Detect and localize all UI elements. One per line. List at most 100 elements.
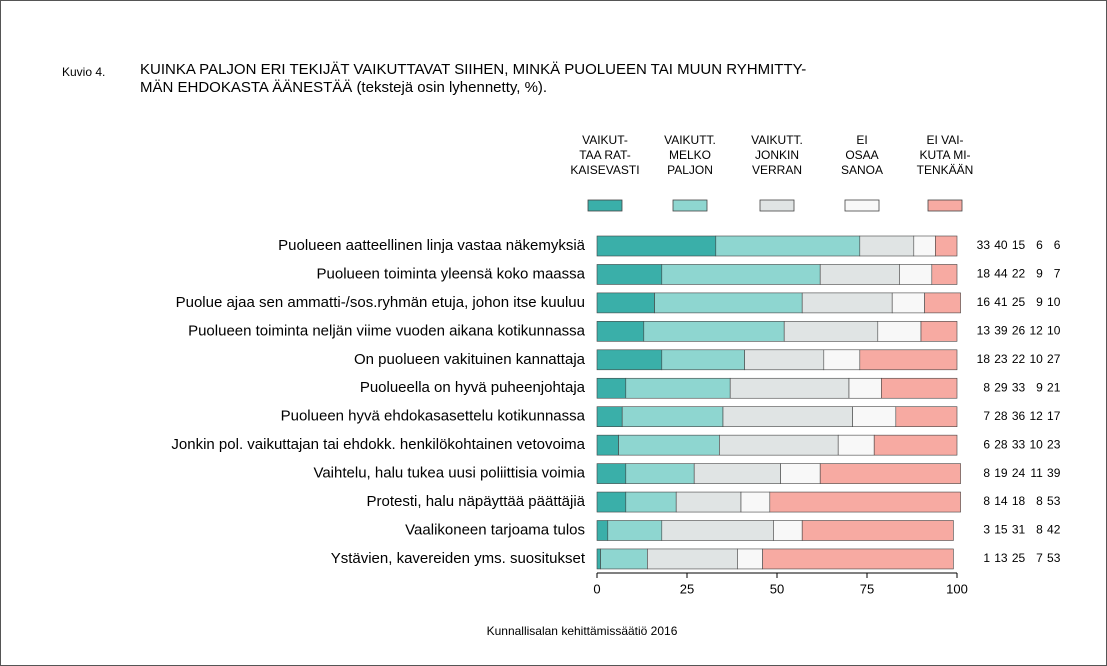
value-label: 8: [983, 494, 990, 508]
value-label: 25: [1012, 551, 1026, 565]
value-label: 28: [994, 409, 1008, 423]
figure-label: Kuvio 4.: [62, 65, 106, 79]
value-label: 9: [1036, 380, 1043, 394]
legend-swatch: [844, 199, 880, 212]
bar-segment: [596, 264, 663, 285]
bar-segment: [607, 520, 663, 541]
value-label: 41: [994, 295, 1008, 309]
bar-segment: [715, 235, 861, 257]
value-label: 29: [994, 380, 1008, 394]
bar-segment: [873, 434, 958, 456]
category-label: Puolueen aatteellinen linja vastaa näkem…: [278, 237, 586, 254]
value-label: 27: [1047, 352, 1061, 366]
value-label: 53: [1047, 494, 1061, 508]
value-label: 10: [1047, 324, 1061, 338]
value-label: 3: [983, 523, 990, 537]
value-label: 39: [1047, 466, 1061, 480]
value-label: 9: [1036, 295, 1043, 309]
x-tick-label: 25: [680, 581, 694, 596]
bar-segment: [654, 292, 803, 314]
value-label: 9: [1036, 267, 1043, 281]
value-label: 11: [1030, 466, 1043, 480]
value-label: 14: [994, 494, 1008, 508]
value-label: 18: [977, 352, 991, 366]
value-label: 25: [1012, 295, 1026, 309]
bar-segment: [625, 463, 695, 484]
legend-swatch: [587, 199, 623, 212]
x-tick-label: 75: [860, 581, 874, 596]
bar-segment: [744, 349, 825, 371]
bar-segment: [877, 321, 922, 342]
value-label: 21: [1047, 380, 1061, 394]
value-label: 17: [1047, 409, 1061, 423]
value-label: 16: [977, 295, 991, 309]
bar-segment: [819, 463, 961, 484]
value-label: 23: [1047, 437, 1061, 451]
legend-swatch: [927, 199, 963, 212]
value-label: 10: [1029, 352, 1043, 366]
bar-segment: [661, 349, 745, 371]
value-label: 22: [1012, 267, 1026, 281]
value-label: 42: [1047, 523, 1061, 537]
value-label: 23: [994, 352, 1008, 366]
bar-segment: [881, 377, 958, 399]
category-label: Protesti, halu näpäyttää päättäjiä: [367, 493, 586, 510]
bar-segment: [596, 377, 627, 399]
bar-segment: [722, 406, 853, 428]
bar-segment: [899, 264, 933, 285]
bar-segment: [780, 463, 821, 484]
value-label: 10: [1047, 295, 1061, 309]
value-label: 13: [994, 551, 1008, 565]
value-label: 8: [1036, 494, 1043, 508]
x-tick-label: 50: [770, 581, 784, 596]
bar-segment: [596, 520, 609, 541]
bar-segment: [783, 321, 879, 342]
value-label: 12: [1029, 409, 1043, 423]
bar-segment: [762, 548, 954, 570]
bar-segment: [859, 349, 958, 371]
value-label: 6: [1036, 238, 1043, 252]
value-label: 15: [994, 523, 1008, 537]
value-label: 53: [1047, 551, 1061, 565]
x-tick-label: 100: [946, 581, 968, 596]
category-label: Puolueen toiminta yleensä koko maassa: [317, 265, 586, 282]
value-label: 6: [983, 437, 990, 451]
bar-segment: [819, 264, 900, 285]
value-label: 33: [977, 238, 991, 252]
value-label: 7: [1036, 551, 1043, 565]
bar-segment: [895, 406, 958, 428]
bar-segment: [920, 321, 958, 342]
bar-segment: [931, 264, 958, 285]
bar-segment: [675, 491, 742, 513]
category-label: Puolueen hyvä ehdokasasettelu kotikunnas…: [281, 408, 586, 425]
bar-segment: [913, 235, 936, 257]
bar-segment: [625, 491, 677, 513]
bar-segment: [773, 520, 803, 541]
bar-segment: [719, 434, 839, 456]
bar-segment: [596, 406, 623, 428]
value-label: 24: [1012, 466, 1026, 480]
value-label: 36: [1012, 409, 1026, 423]
bar-segment: [859, 235, 915, 257]
bar-segment: [596, 321, 645, 342]
bar-segment: [647, 548, 738, 570]
legend-label: VAIKUT- TAA RAT- KAISEVASTI: [570, 133, 640, 177]
value-label: 8: [1036, 523, 1043, 537]
chart-title: KUINKA PALJON ERI TEKIJÄT VAIKUTTAVAT SI…: [140, 61, 807, 96]
bar-segment: [891, 292, 925, 314]
value-label: 18: [977, 267, 991, 281]
category-label: Ystävien, kavereiden yms. suositukset: [331, 550, 586, 567]
bar-segment: [596, 292, 655, 314]
value-label: 40: [994, 238, 1008, 252]
value-label: 26: [1012, 324, 1026, 338]
x-tick-label: 0: [593, 581, 600, 596]
legend-label: EI OSAA SANOA: [840, 133, 883, 177]
bar-segment: [618, 434, 720, 456]
value-label: 19: [994, 466, 1008, 480]
legend-label: VAIKUTT. MELKO PALJON: [664, 133, 716, 177]
bar-segment: [729, 377, 850, 399]
category-label: Puolue ajaa sen ammatti-/sos.ryhmän etuj…: [176, 294, 585, 311]
bar-segment: [848, 377, 882, 399]
